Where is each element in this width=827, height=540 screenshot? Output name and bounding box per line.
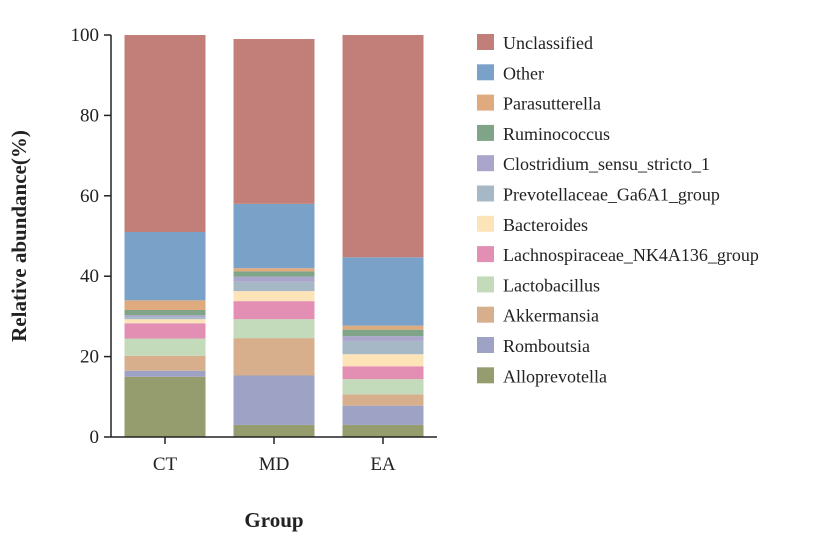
legend-swatch-lachnospiraceae-nk4a136-group [477,246,494,263]
x-axis-title: Group [244,508,303,532]
legend-swatch-romboutsia [477,337,494,353]
legend-label-prevotellaceae-ga6a1-group: Prevotellaceae_Ga6A1_group [503,185,720,205]
axes [104,34,437,444]
bar-segment-ct-6 [124,317,206,320]
bar-segment-ct-8 [124,309,206,316]
bar-segment-ct-1 [124,370,206,377]
bar-segment-ct-5 [124,319,206,324]
legend-swatch-bacteroides [477,215,494,232]
y-tick-label-0: 0 [90,427,100,448]
bar-segment-ea-3 [342,379,424,395]
bar-stacks [124,35,424,437]
bar-segment-ea-11 [342,35,424,258]
legend-swatch-lactobacillus [477,276,494,293]
y-axis-title: Relative abundance(%) [7,130,31,342]
bar-segment-ea-8 [342,329,424,337]
legend-swatch-other [477,64,494,81]
legend: Unclassified Other Parasutterella Ruminococ… [477,33,759,386]
bar-segment-md-0 [233,424,315,437]
legend-swatch-clostridium-sensu-stricto-1 [477,155,494,172]
legend-label-ruminococcus: Ruminococcus [503,124,610,144]
legend-swatch-akkermansia [477,306,494,323]
bar-segment-md-2 [233,338,315,376]
legend-swatch-ruminococcus [477,124,494,141]
bar-segment-ct-3 [124,338,206,356]
bar-segment-md-7 [233,276,315,282]
legend-label-bacteroides: Bacteroides [503,215,588,235]
y-tick-label-60: 60 [80,186,99,207]
bar-segment-ct-10 [124,231,206,301]
bar-segment-ct-11 [124,35,206,232]
bar-segment-md-10 [233,203,315,269]
y-tick-label-80: 80 [80,105,99,126]
legend-label-lachnospiraceae-nk4a136-group: Lachnospiraceae_NK4A136_group [503,245,759,265]
bar-segment-md-4 [233,301,315,320]
bar-segment-ea-4 [342,366,424,380]
y-tick-label-40: 40 [80,266,99,287]
x-tick-label-md: MD [259,454,290,475]
legend-label-parasutterella: Parasutterella [503,94,601,114]
bar-segment-ea-0 [342,424,424,437]
bar-segment-ct-4 [124,323,206,339]
bar-segment-ct-0 [124,376,206,437]
x-tick-label-ct: CT [153,454,178,475]
legend-swatch-prevotellaceae-ga6a1-group [477,185,494,202]
bar-segment-md-11 [233,39,315,204]
bar-segment-ct-2 [124,355,206,371]
bar-segment-md-3 [233,319,315,339]
legend-label-unclassified: Unclassified [503,33,593,53]
bar-segment-md-1 [233,375,315,425]
bar-segment-ea-1 [342,405,424,425]
legend-label-alloprevotella: Alloprevotella [503,366,607,386]
bar-segment-md-6 [233,281,315,292]
legend-label-clostridium-sensu-stricto-1: Clostridium_sensu_stricto_1 [503,154,710,174]
legend-label-romboutsia: Romboutsia [503,336,590,356]
legend-label-other: Other [503,63,544,83]
bar-segment-ea-5 [342,354,424,367]
tick-labels: 0 20 40 60 80 100 CT MD EA [71,25,396,475]
y-tick-label-100: 100 [71,25,100,46]
bar-segment-ea-7 [342,336,424,341]
bar-segment-ct-9 [124,300,206,310]
legend-swatch-parasutterella [477,94,494,111]
bar-segment-ea-2 [342,394,424,406]
x-tick-label-ea: EA [370,454,396,475]
legend-label-akkermansia: Akkermansia [503,306,599,326]
bar-segment-ct-7 [124,315,206,318]
bar-segment-ea-10 [342,257,424,326]
bar-segment-md-5 [233,291,315,302]
legend-label-lactobacillus: Lactobacillus [503,275,600,295]
bar-segment-ea-9 [342,325,424,330]
legend-swatch-alloprevotella [477,367,494,384]
bar-segment-md-9 [233,268,315,272]
y-tick-label-20: 20 [80,347,99,368]
bar-segment-ea-6 [342,340,424,355]
legend-swatch-unclassified [477,34,494,50]
bar-segment-md-8 [233,271,315,277]
